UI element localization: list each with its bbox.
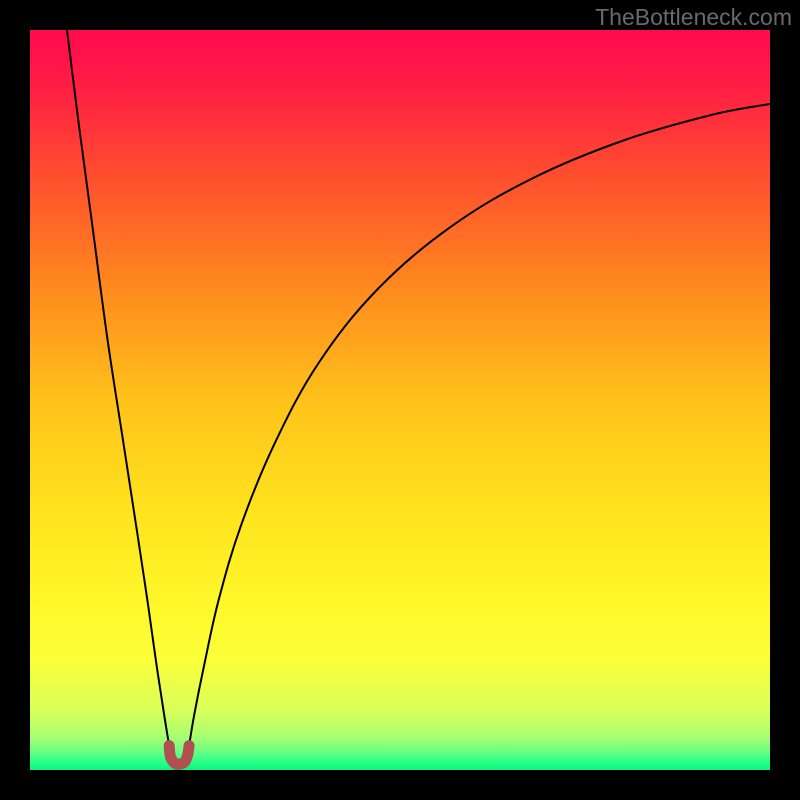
watermark-text: TheBottleneck.com [595,6,792,29]
plot-background [30,30,770,770]
chart-container: TheBottleneck.com [0,0,800,800]
bottleneck-chart-svg [0,0,800,800]
